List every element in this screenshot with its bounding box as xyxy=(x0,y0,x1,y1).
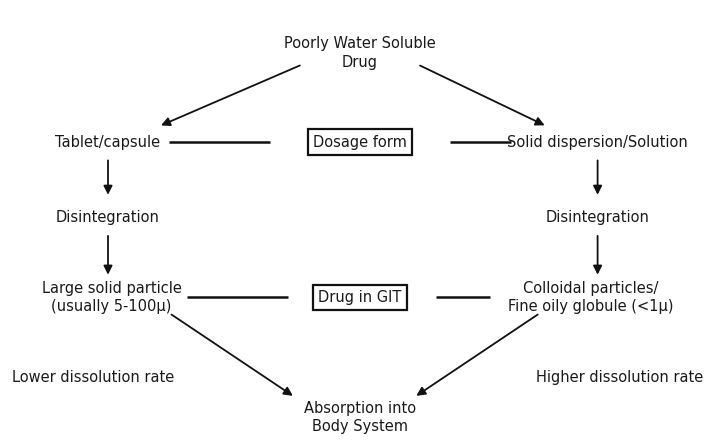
Text: Solid dispersion/Solution: Solid dispersion/Solution xyxy=(507,135,688,150)
Text: Colloidal particles/
Fine oily globule (<1μ): Colloidal particles/ Fine oily globule (… xyxy=(508,281,673,314)
Text: Higher dissolution rate: Higher dissolution rate xyxy=(536,370,703,385)
Text: Disintegration: Disintegration xyxy=(56,210,160,225)
Text: Drug in GIT: Drug in GIT xyxy=(318,290,402,305)
Text: Tablet/capsule: Tablet/capsule xyxy=(55,135,161,150)
Text: Poorly Water Soluble
Drug: Poorly Water Soluble Drug xyxy=(284,36,436,70)
Text: Lower dissolution rate: Lower dissolution rate xyxy=(12,370,175,385)
Text: Large solid particle
(usually 5-100μ): Large solid particle (usually 5-100μ) xyxy=(42,281,181,314)
Text: Dosage form: Dosage form xyxy=(313,135,407,150)
Text: Absorption into
Body System: Absorption into Body System xyxy=(304,400,416,434)
Text: Disintegration: Disintegration xyxy=(546,210,649,225)
